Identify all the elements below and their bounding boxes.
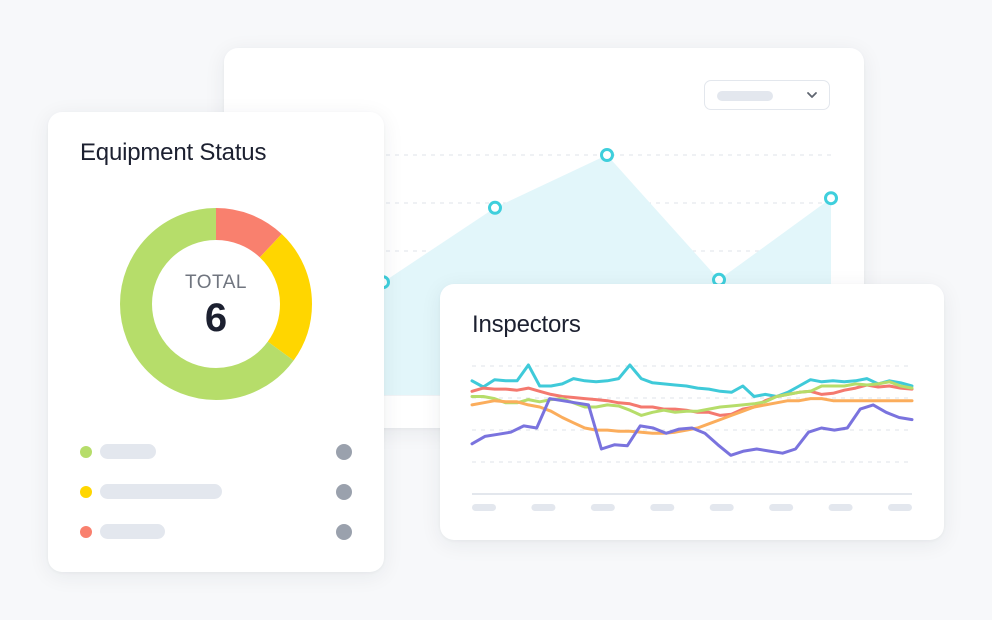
x-tick-placeholder: [590, 504, 615, 511]
x-tick-placeholder: [531, 504, 556, 511]
legend-dot: [80, 446, 92, 458]
chevron-down-icon: [807, 92, 817, 98]
donut-segment-green: [120, 208, 312, 400]
x-tick-placeholder: [650, 504, 675, 511]
donut-segment-yellow: [120, 208, 312, 400]
legend-dot: [80, 526, 92, 538]
period-dropdown[interactable]: [704, 80, 830, 110]
status-donut: TOTAL 6: [120, 208, 312, 400]
inspector-series-1: [470, 363, 914, 398]
equipment-status-card: Equipment Status TOTAL 6: [48, 112, 384, 572]
dropdown-placeholder: [717, 91, 773, 101]
legend-item: [80, 484, 352, 500]
card-title: Inspectors: [472, 311, 581, 338]
card-title: Equipment Status: [80, 139, 267, 166]
inspectors-line-chart: [470, 363, 914, 511]
legend-count-placeholder: [336, 524, 352, 540]
x-tick-placeholder: [709, 504, 734, 511]
legend-dot: [80, 486, 92, 498]
total-label: TOTAL: [185, 272, 247, 293]
inspectors-card: Inspectors: [440, 284, 944, 540]
legend-label-placeholder: [100, 484, 222, 499]
donut-chart: [120, 208, 312, 400]
x-tick-placeholder: [828, 504, 853, 511]
x-tick-placeholder: [769, 504, 794, 511]
area-point: [600, 148, 614, 162]
area-point: [824, 191, 838, 206]
legend-count-placeholder: [336, 444, 352, 460]
area-point: [488, 200, 502, 215]
inspector-series-3: [470, 380, 914, 417]
legend-label-placeholder: [100, 524, 165, 539]
legend-label-placeholder: [100, 444, 156, 459]
legend-item: [80, 524, 352, 540]
legend-item: [80, 444, 352, 460]
total-value: 6: [204, 296, 228, 340]
x-tick-placeholder: [472, 504, 496, 511]
x-tick-placeholder: [888, 504, 912, 511]
inspector-series-5: [470, 397, 914, 457]
legend-count-placeholder: [336, 484, 352, 500]
